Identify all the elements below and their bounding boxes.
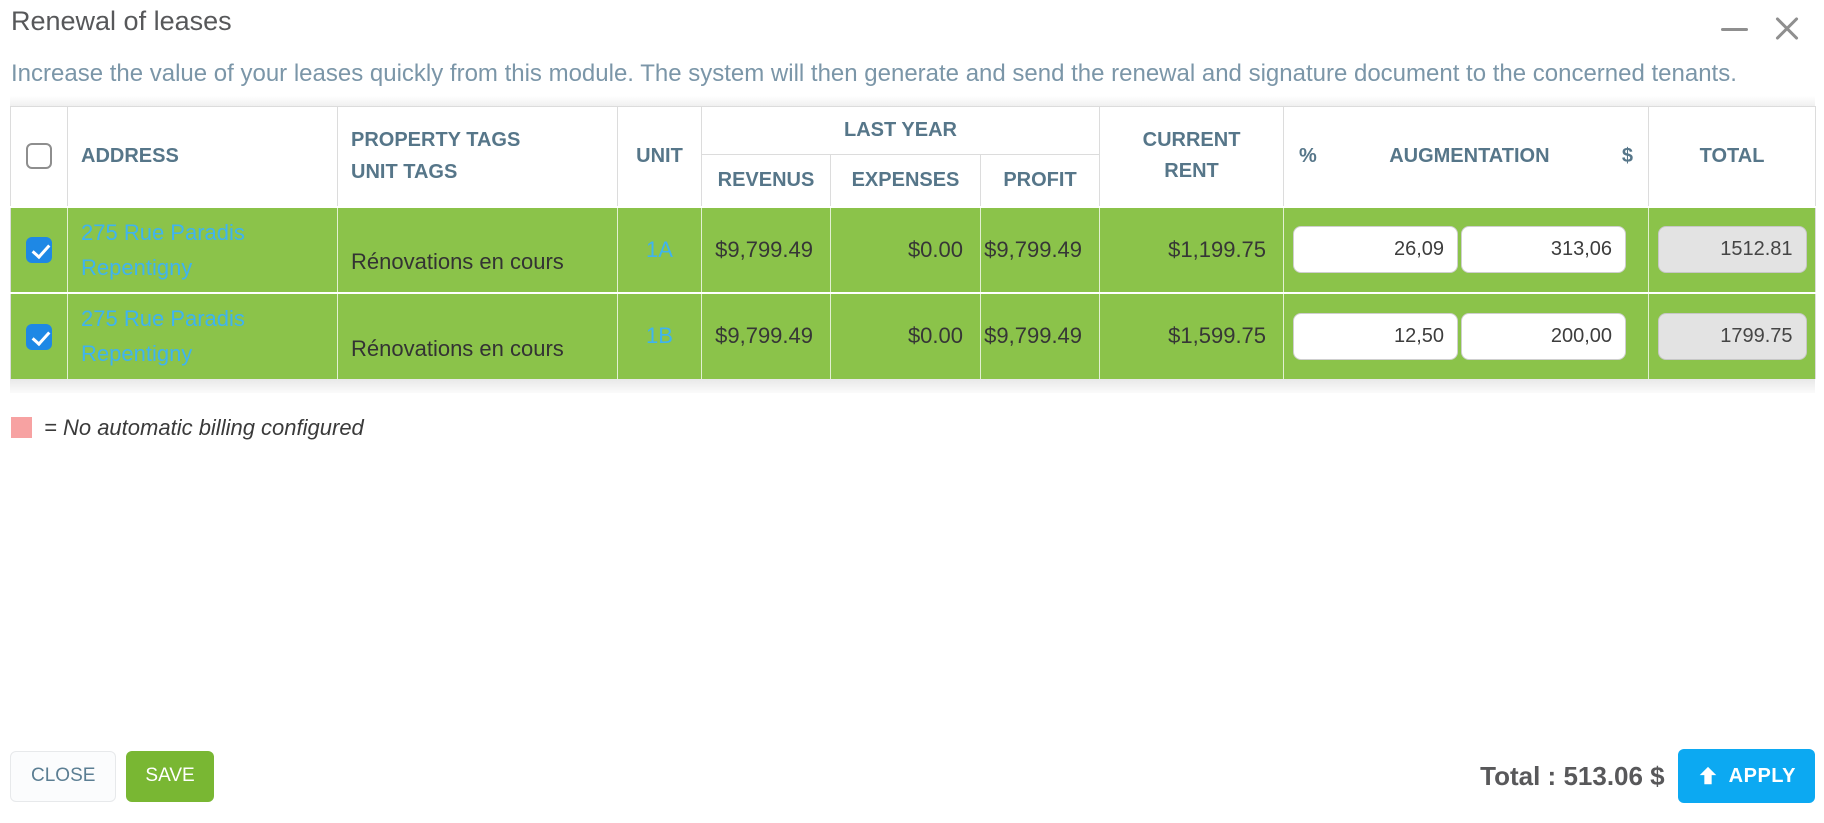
augmentation-cell: [1283, 292, 1650, 379]
table-row: 275 Rue Paradis Repentigny Rénovations e…: [10, 206, 1817, 293]
header-last-year: LAST YEAR: [700, 106, 1101, 155]
apply-button-label: APPLY: [1728, 764, 1796, 787]
window-controls: [1721, 6, 1800, 42]
grand-total-label: Total : 513.06 $: [1480, 760, 1665, 791]
profit-cell: $9,799.49: [979, 206, 1101, 293]
expenses-cell: $0.00: [830, 206, 981, 293]
current-rent-cell: $1,599.75: [1099, 292, 1285, 379]
address-cell: 275 Rue Paradis Repentigny: [67, 292, 338, 379]
revenus-cell: $9,799.49: [701, 206, 831, 293]
row-total-input[interactable]: [1657, 226, 1807, 273]
close-icon[interactable]: [1774, 16, 1800, 42]
close-button[interactable]: CLOSE: [10, 750, 117, 802]
select-all-cell: [10, 106, 68, 207]
leases-table: ADDRESS PROPERTY TAGS UNIT TAGS UNIT LAS…: [10, 106, 1817, 379]
row-select-cell: [10, 206, 68, 293]
header-percent-sign: %: [1299, 144, 1317, 167]
row-checkbox[interactable]: [26, 323, 52, 350]
augmentation-amount-input[interactable]: [1461, 226, 1627, 273]
header-augmentation: AUGMENTATION: [1389, 144, 1550, 167]
header-total: TOTAL: [1648, 106, 1817, 207]
page-title: Renewal of leases: [11, 6, 232, 36]
upload-arrow-icon: [1699, 766, 1716, 785]
module-description: Increase the value of your leases quickl…: [11, 60, 1737, 87]
augmentation-cell: [1283, 206, 1650, 293]
titlebar: Renewal of leases: [0, 0, 1824, 42]
current-rent-cell: $1,199.75: [1099, 206, 1285, 293]
unit-link[interactable]: 1B: [646, 323, 673, 348]
header-current: CURRENT: [1142, 129, 1241, 152]
unit-cell: 1A: [617, 206, 702, 293]
apply-button[interactable]: APPLY: [1677, 749, 1815, 803]
address-link[interactable]: 275 Rue Paradis Repentigny: [81, 219, 245, 280]
table-bottom-shadow: [10, 378, 1815, 393]
row-total-input[interactable]: [1657, 312, 1807, 360]
augmentation-amount-input[interactable]: [1461, 312, 1627, 360]
table-row: 275 Rue Paradis Repentigny Rénovations e…: [10, 292, 1817, 379]
table-header: ADDRESS PROPERTY TAGS UNIT TAGS UNIT LAS…: [10, 106, 1817, 207]
augmentation-percent-input[interactable]: [1293, 226, 1459, 273]
header-revenus: REVENUS: [701, 154, 831, 207]
header-augmentation-group: % AUGMENTATION $: [1283, 106, 1650, 207]
revenus-cell: $9,799.49: [701, 292, 831, 379]
unit-link[interactable]: 1A: [646, 236, 673, 262]
total-cell: [1648, 292, 1817, 379]
header-dollar-sign: $: [1621, 144, 1634, 167]
legend-text: = No automatic billing configured: [44, 414, 364, 440]
footer: CLOSE SAVE Total : 513.06 $ APPLY: [10, 749, 1815, 803]
save-button[interactable]: SAVE: [126, 750, 214, 802]
leases-table-wrap: ADDRESS PROPERTY TAGS UNIT TAGS UNIT LAS…: [10, 96, 1817, 393]
table-body: 275 Rue Paradis Repentigny Rénovations e…: [10, 206, 1817, 379]
minimize-icon[interactable]: [1721, 27, 1748, 31]
header-unit-tags: UNIT TAGS: [351, 161, 458, 184]
row-select-cell: [10, 292, 68, 379]
address-link[interactable]: 275 Rue Paradis Repentigny: [81, 306, 245, 366]
tags-cell: Rénovations en cours: [337, 292, 618, 379]
header-property-tags: PROPERTY TAGS: [351, 129, 521, 152]
legend-color-swatch: [11, 417, 32, 438]
header-expenses: EXPENSES: [830, 154, 981, 207]
unit-cell: 1B: [617, 292, 702, 379]
total-cell: [1648, 206, 1817, 293]
row-checkbox[interactable]: [26, 237, 52, 264]
footer-right: Total : 513.06 $ APPLY: [1480, 749, 1815, 803]
header-address: ADDRESS: [67, 106, 338, 207]
legend: = No automatic billing configured: [11, 415, 1824, 441]
expenses-cell: $0.00: [830, 292, 981, 379]
tags-cell: Rénovations en cours: [337, 206, 618, 293]
header-current-rent: CURRENT RENT: [1099, 106, 1285, 207]
header-rent: RENT: [1164, 160, 1219, 183]
header-profit: PROFIT: [979, 154, 1101, 207]
profit-cell: $9,799.49: [979, 292, 1101, 379]
address-cell: 275 Rue Paradis Repentigny: [67, 206, 338, 293]
table-top-shadow: [10, 96, 1815, 106]
augmentation-percent-input[interactable]: [1293, 312, 1459, 360]
header-unit: UNIT: [617, 106, 702, 207]
header-tags: PROPERTY TAGS UNIT TAGS: [337, 106, 618, 207]
select-all-checkbox[interactable]: [26, 143, 52, 170]
